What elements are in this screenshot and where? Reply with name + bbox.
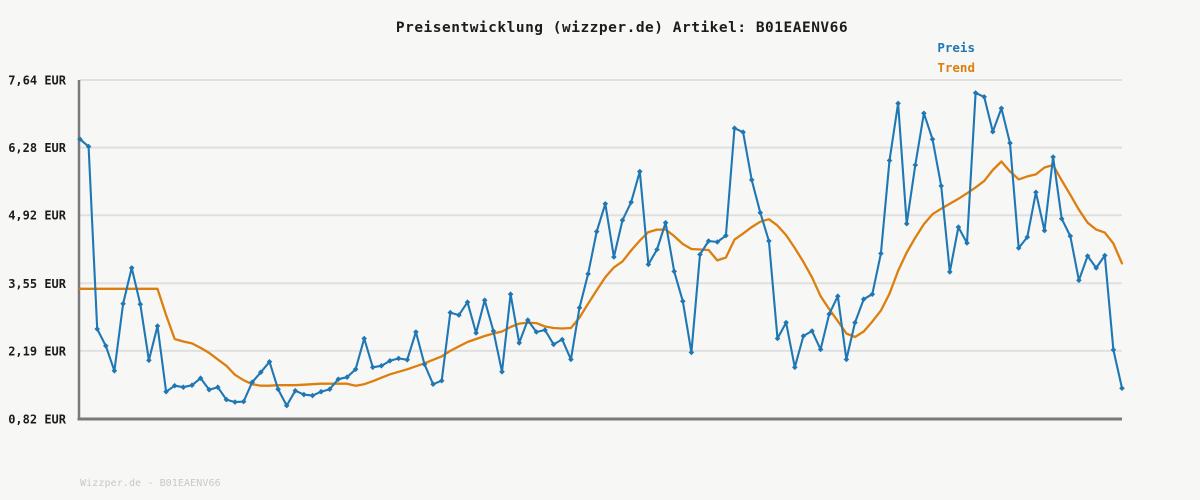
series-line-preis — [78, 91, 1124, 407]
legend: Preis Trend — [937, 38, 975, 78]
chart-title: Preisentwicklung (wizzper.de) Artikel: B… — [395, 20, 849, 36]
y-tick-label: 0,82 EUR — [8, 413, 67, 427]
legend-item-preis: Preis — [937, 40, 975, 55]
legend-item-trend: Trend — [937, 60, 975, 75]
watermark: Wizzper.de - B01EAENV66 — [80, 478, 221, 489]
y-tick-label: 3,55 EUR — [8, 277, 67, 291]
series-line-trend — [78, 160, 1124, 387]
y-tick-label: 6,28 EUR — [8, 141, 67, 155]
data-point-markers-preis — [77, 90, 1125, 409]
y-tick-label: 4,92 EUR — [8, 209, 67, 223]
y-tick-label: 7,64 EUR — [8, 74, 67, 88]
y-tick-label: 2,19 EUR — [8, 344, 67, 358]
